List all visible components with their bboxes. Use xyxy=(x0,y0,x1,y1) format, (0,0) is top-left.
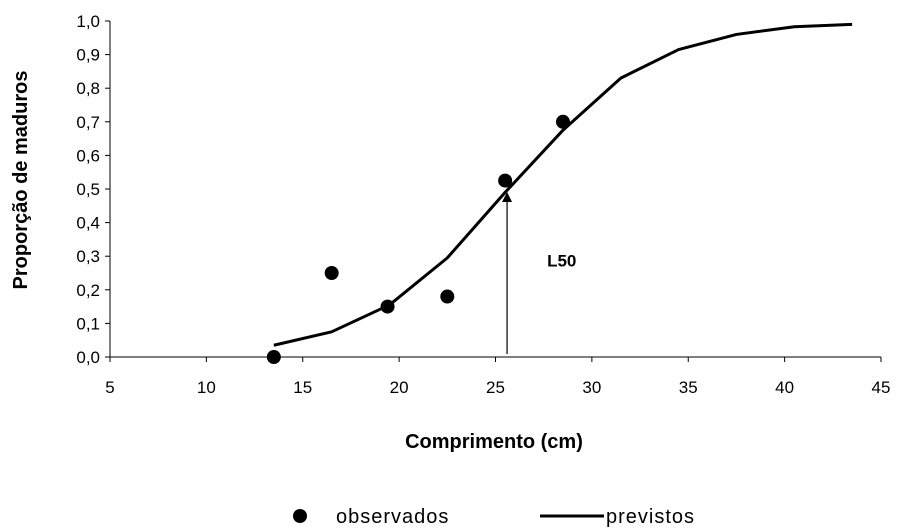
y-tick-label: 0,9 xyxy=(76,46,100,65)
x-tick-label: 30 xyxy=(582,378,601,397)
legend: observados previstos xyxy=(293,506,695,528)
x-tick-label: 15 xyxy=(293,378,312,397)
y-tick-label: 0,3 xyxy=(76,247,100,266)
predicted-line xyxy=(273,22,853,347)
x-axis-title: Comprimento (cm) xyxy=(405,431,583,453)
x-tick-label: 10 xyxy=(197,378,216,397)
y-tick-label: 0,0 xyxy=(76,348,100,367)
legend-observed-label: observados xyxy=(336,506,449,528)
axes xyxy=(109,21,881,358)
y-tick-label: 0,5 xyxy=(76,180,100,199)
y-axis-title: Proporção de maduros xyxy=(10,71,32,290)
y-tick-label: 0,7 xyxy=(76,113,100,132)
y-tick-label: 0,4 xyxy=(76,214,100,233)
x-tick-label: 35 xyxy=(679,378,698,397)
observed-point xyxy=(324,266,339,280)
observed-point xyxy=(440,289,455,304)
x-tick-label: 40 xyxy=(775,378,794,397)
x-tick-label: 5 xyxy=(105,378,114,397)
y-tick-label: 0,1 xyxy=(76,314,100,333)
y-tick-label: 0,6 xyxy=(76,146,100,165)
predicted-series xyxy=(273,22,853,347)
x-tick-labels: 5 10 15 20 25 30 35 40 45 xyxy=(105,357,890,397)
x-tick-label: 25 xyxy=(486,378,505,397)
observed-series xyxy=(266,114,570,364)
x-tick-label: 45 xyxy=(872,378,891,397)
y-tick-label: 1,0 xyxy=(76,12,100,31)
legend-observed-marker xyxy=(293,509,307,523)
observed-point xyxy=(498,173,513,188)
y-tick-label: 0,8 xyxy=(76,79,100,98)
observed-point xyxy=(555,114,570,129)
x-tick-label: 20 xyxy=(390,378,409,397)
y-tick-labels: 0,0 0,1 0,2 0,3 0,4 0,5 0,6 0,7 0,8 0,9 1,0 xyxy=(76,12,110,367)
observed-point xyxy=(266,350,281,364)
observed-point xyxy=(380,299,395,314)
legend-predicted-label: previstos xyxy=(606,506,695,528)
l50-annotation: L50 xyxy=(502,192,576,354)
l50-label: L50 xyxy=(547,251,576,270)
l50-arrow-head xyxy=(502,192,513,202)
y-tick-label: 0,2 xyxy=(76,281,100,300)
